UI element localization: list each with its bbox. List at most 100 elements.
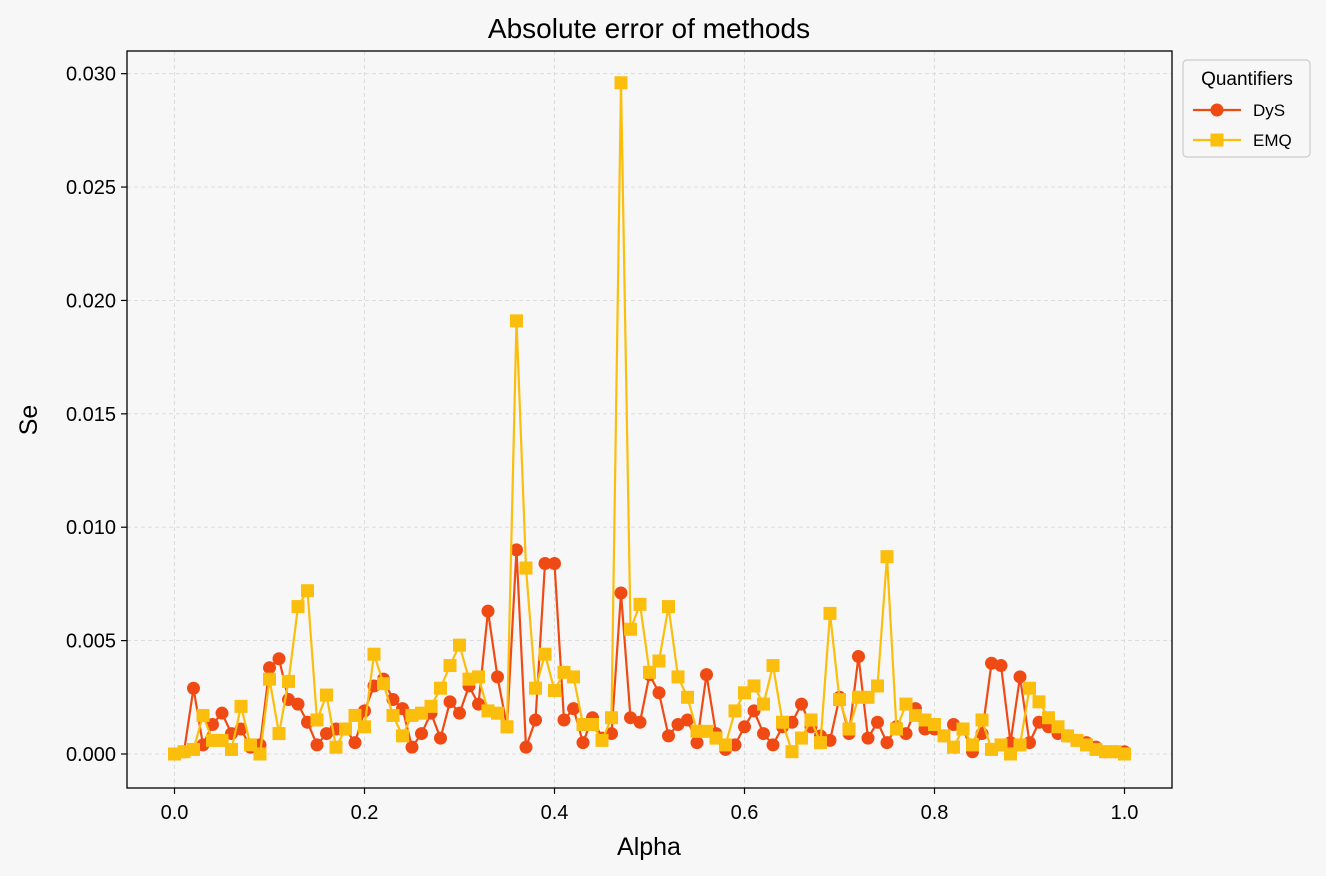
data-point-emq	[747, 679, 761, 693]
data-point-dys	[880, 736, 894, 750]
data-point-emq	[776, 715, 789, 729]
data-point-emq	[358, 720, 371, 734]
data-point-dys	[272, 652, 286, 666]
data-point-emq	[329, 740, 343, 754]
data-point-emq	[757, 697, 770, 711]
data-point-emq	[348, 708, 362, 722]
chart-title: Absolute error of methods	[488, 13, 810, 44]
data-point-emq	[367, 647, 381, 661]
legend: Quantifiers DyS EMQ	[1182, 59, 1311, 158]
data-point-emq	[833, 693, 846, 707]
data-point-emq	[234, 699, 248, 713]
x-tick-label: 0.6	[731, 802, 759, 824]
data-point-emq	[548, 683, 561, 697]
y-axis-label: Se	[15, 405, 43, 436]
data-point-emq	[272, 727, 286, 741]
data-point-emq	[510, 314, 523, 328]
data-point-emq	[424, 699, 438, 713]
data-point-emq	[434, 681, 447, 695]
data-point-dys	[405, 740, 419, 754]
data-point-dys	[348, 736, 362, 750]
data-point-dys	[187, 681, 200, 695]
data-point-dys	[215, 706, 229, 720]
y-tick-label: 0.000	[66, 744, 116, 766]
legend-marker-emq	[1210, 133, 1224, 147]
data-point-emq	[263, 672, 276, 686]
data-point-emq	[928, 718, 941, 732]
data-point-dys	[443, 695, 457, 709]
data-point-dys	[557, 713, 571, 727]
data-point-emq	[766, 659, 780, 673]
data-point-dys	[1013, 670, 1027, 684]
data-point-emq	[899, 697, 913, 711]
data-point-emq	[339, 722, 352, 736]
data-point-dys	[453, 706, 466, 720]
data-point-emq	[291, 600, 305, 614]
data-point-emq	[614, 76, 628, 90]
data-point-emq	[652, 654, 666, 668]
data-point-emq	[253, 747, 267, 761]
data-point-dys	[994, 659, 1008, 673]
data-point-emq	[1023, 681, 1036, 695]
data-point-dys	[519, 740, 533, 754]
data-point-dys	[263, 661, 276, 675]
legend-item-dys: DyS	[1193, 101, 1285, 120]
data-point-dys	[548, 556, 561, 570]
data-point-dys	[757, 727, 770, 741]
data-point-emq	[662, 600, 675, 614]
data-point-dys	[633, 715, 647, 729]
y-tick-label: 0.025	[66, 177, 116, 199]
data-point-emq	[966, 738, 979, 752]
data-point-emq	[491, 706, 504, 720]
data-point-dys	[529, 713, 542, 727]
data-point-emq	[386, 708, 400, 722]
y-tick-label: 0.015	[66, 404, 116, 426]
data-point-dys	[852, 649, 865, 663]
data-point-dys	[861, 731, 875, 745]
data-point-emq	[880, 550, 894, 564]
data-point-emq	[671, 670, 685, 684]
data-point-dys	[415, 727, 428, 741]
data-point-emq	[605, 711, 618, 725]
data-point-emq	[975, 713, 989, 727]
data-point-emq	[595, 733, 609, 747]
data-point-emq	[282, 674, 295, 688]
data-point-emq	[196, 708, 210, 722]
data-point-emq	[396, 729, 409, 743]
data-point-emq	[453, 638, 466, 652]
data-point-emq	[728, 704, 742, 718]
y-tick-label: 0.010	[66, 517, 116, 539]
ticks: 0.0 0.2 0.4 0.6 0.8 1.0 0.000 0.005 0.010 0.015 0.…	[66, 64, 1138, 824]
data-point-emq	[500, 720, 514, 734]
data-point-emq	[443, 659, 457, 673]
series-layer	[168, 76, 1131, 761]
data-point-dys	[291, 697, 305, 711]
y-tick-label: 0.005	[66, 631, 116, 653]
data-point-emq	[225, 742, 238, 756]
data-point-emq	[301, 584, 314, 598]
data-point-dys	[576, 736, 590, 750]
x-tick-label: 0.0	[161, 802, 189, 824]
data-point-emq	[643, 665, 656, 679]
x-tick-label: 0.2	[351, 802, 379, 824]
data-point-dys	[614, 586, 628, 600]
x-tick-label: 0.8	[921, 802, 949, 824]
legend-title: Quantifiers	[1201, 69, 1293, 90]
data-point-emq	[785, 745, 799, 759]
data-point-emq	[719, 738, 732, 752]
data-point-emq	[823, 606, 837, 620]
legend-item-emq: EMQ	[1193, 131, 1292, 150]
x-tick-label: 1.0	[1111, 802, 1139, 824]
data-point-emq	[814, 736, 827, 750]
x-axis-label: Alpha	[617, 833, 681, 861]
legend-box	[1182, 59, 1311, 158]
data-point-dys	[538, 556, 552, 570]
data-point-dys	[681, 713, 694, 727]
data-point-dys	[871, 715, 884, 729]
data-point-emq	[567, 670, 580, 684]
data-point-emq	[937, 729, 951, 743]
data-point-dys	[766, 738, 780, 752]
y-tick-label: 0.020	[66, 290, 116, 312]
data-point-emq	[187, 742, 200, 756]
data-point-dys	[510, 543, 523, 557]
